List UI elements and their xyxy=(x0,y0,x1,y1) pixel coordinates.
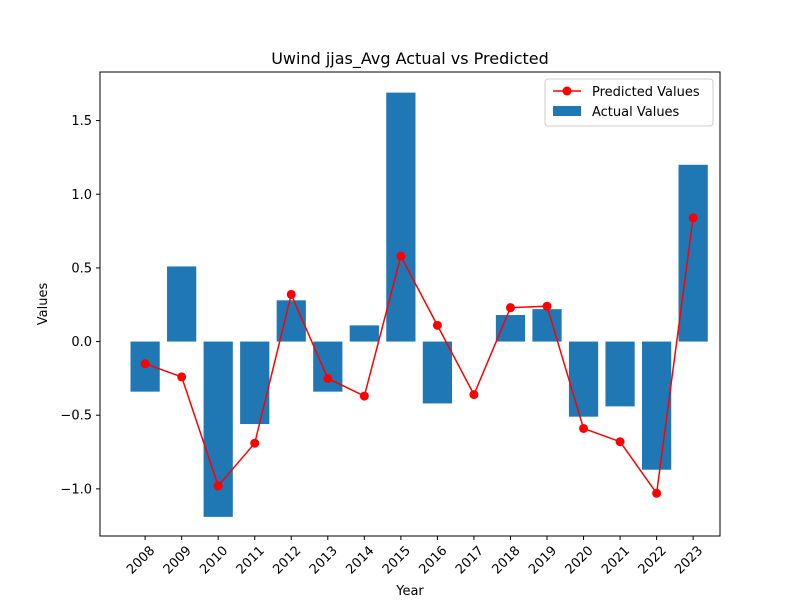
legend-frame xyxy=(544,78,714,127)
predicted-point-2020 xyxy=(579,423,589,433)
actual-bar-2021 xyxy=(605,341,635,407)
actual-bar-2022 xyxy=(641,341,672,470)
x-tick-label: 2017 xyxy=(453,543,487,577)
predicted-point-2009 xyxy=(177,372,187,382)
x-tick-label: 2008 xyxy=(124,543,158,577)
predicted-line xyxy=(144,217,694,496)
predicted-point-2023 xyxy=(688,213,698,223)
predicted-point-2011 xyxy=(250,438,260,448)
predicted-point-2015 xyxy=(396,251,406,261)
legend-predicted-label: Predicted Values xyxy=(592,85,700,100)
y-tick-label: 0.5 xyxy=(71,261,92,276)
predicted-point-2018 xyxy=(505,303,515,313)
actual-bar-2019 xyxy=(532,309,562,342)
y-tick-label: −0.5 xyxy=(60,409,92,424)
predicted-point-2021 xyxy=(615,437,625,447)
x-tick-label: 2009 xyxy=(161,543,195,577)
predicted-point-2022 xyxy=(652,488,662,498)
actual-bar-2015 xyxy=(386,92,416,342)
y-tick-label: 0.0 xyxy=(71,335,92,350)
x-tick-label: 2018 xyxy=(490,543,524,577)
actual-bar-2020 xyxy=(568,341,599,417)
chart-title: Uwind jjas_Avg Actual vs Predicted xyxy=(271,49,549,69)
y-tick-label: 1.0 xyxy=(71,188,92,203)
legend: Predicted Values Actual Values xyxy=(544,78,714,127)
x-tick-label: 2023 xyxy=(672,543,706,577)
legend-actual-swatch xyxy=(553,106,581,116)
x-tick-label: 2011 xyxy=(234,543,268,577)
legend-actual-label: Actual Values xyxy=(592,105,680,120)
x-tick-label: 2016 xyxy=(416,543,450,577)
actual-bar-2009 xyxy=(167,266,197,342)
x-tick-label: 2015 xyxy=(380,543,414,577)
x-tick-label: 2014 xyxy=(343,543,377,577)
x-tick-label: 2019 xyxy=(526,543,560,577)
predicted-point-2017 xyxy=(469,390,479,400)
actual-bar-2018 xyxy=(495,315,526,342)
actual-bar-2010 xyxy=(203,341,233,517)
y-tick-label: 1.5 xyxy=(71,114,92,129)
y-tick-label: −1.0 xyxy=(60,482,92,497)
x-axis-label: Year xyxy=(395,584,424,599)
plot-area-frame xyxy=(99,71,721,537)
predicted-point-2013 xyxy=(323,373,333,383)
y-axis-label: Values xyxy=(36,283,51,326)
actual-bar-2016 xyxy=(422,341,453,404)
actual-bar-2011 xyxy=(240,341,270,425)
x-tick-label: 2010 xyxy=(197,543,231,577)
x-tick-label: 2021 xyxy=(599,543,633,577)
predicted-point-2012 xyxy=(286,289,296,299)
x-tick-label: 2013 xyxy=(307,543,341,577)
predicted-point-2016 xyxy=(432,320,442,330)
predicted-point-2008 xyxy=(140,359,150,369)
x-tick-label: 2022 xyxy=(636,543,670,577)
x-tick-label: 2020 xyxy=(563,543,597,577)
actual-bar-2023 xyxy=(678,164,708,342)
predicted-point-2014 xyxy=(359,391,369,401)
actual-bar-2014 xyxy=(349,325,379,342)
predicted-point-2019 xyxy=(542,301,552,311)
x-tick-label: 2012 xyxy=(270,543,304,577)
predicted-point-2010 xyxy=(213,481,223,491)
legend-predicted-marker xyxy=(562,86,572,96)
